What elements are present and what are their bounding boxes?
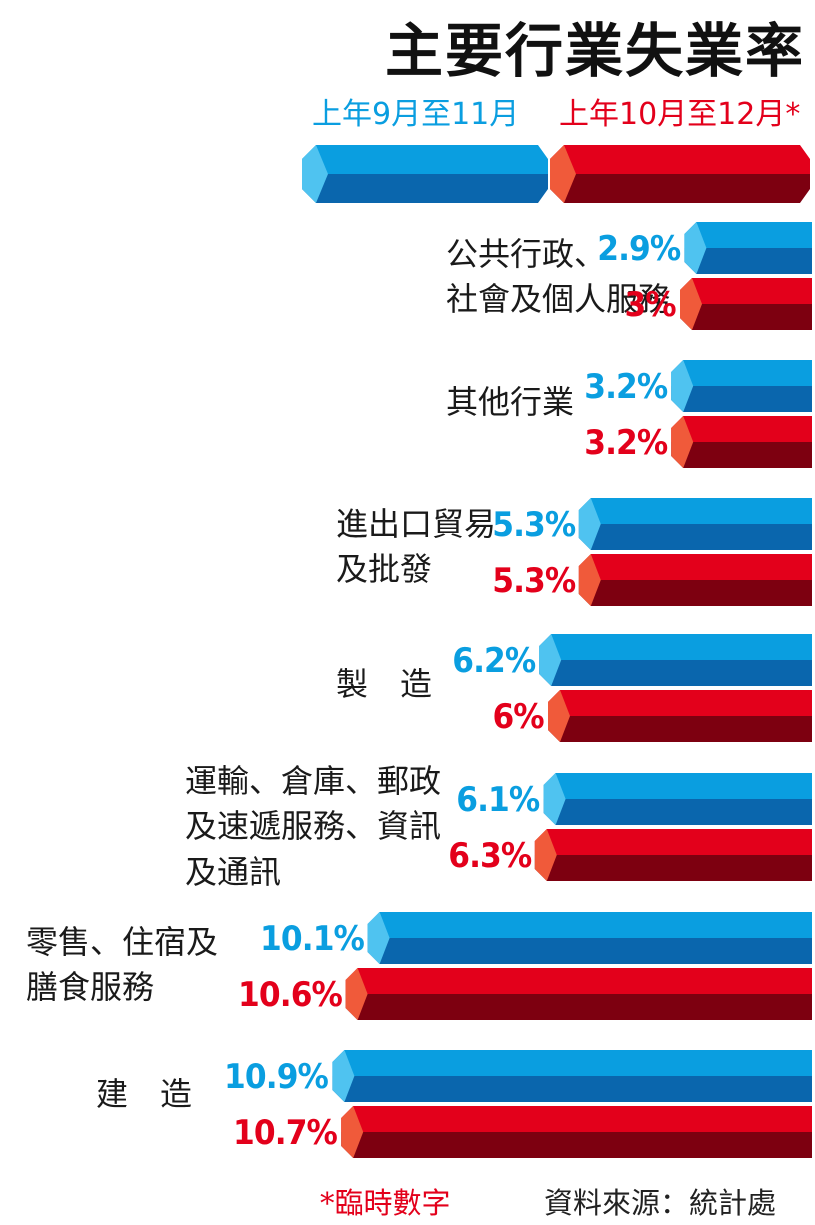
bar-series-2 [534, 829, 812, 881]
bar-series-2 [671, 416, 812, 468]
bar-series-2 [578, 554, 812, 606]
data-label-series-1: 6.1% [456, 780, 541, 820]
data-label-series-1: 6.2% [452, 641, 536, 681]
data-label-series-1: 2.9% [597, 229, 681, 269]
bar-series-1 [671, 360, 812, 412]
category-label: 零售、住宿及 膳食服務 [26, 923, 219, 1007]
bar-series-2 [341, 1106, 812, 1158]
data-label-series-2: 3% [624, 285, 677, 325]
legend-label-series-1: 上年9月至11月 [312, 97, 520, 132]
data-label-series-2: 3.2% [584, 423, 668, 463]
category-label: 進出口貿易 及批發 [336, 505, 497, 589]
bar-series-1 [332, 1050, 812, 1102]
category-label: 公共行政、 社會及個人服務 [446, 235, 671, 319]
category-label: 製 造 [336, 665, 433, 703]
bar-series-2 [680, 278, 812, 330]
bar-series-2 [548, 690, 812, 742]
data-label-series-2: 6.3% [447, 836, 532, 876]
chart-title: 主要行業失業率 [384, 17, 805, 85]
bar-series-1 [578, 498, 812, 550]
data-label-series-2: 5.3% [491, 561, 576, 601]
bar-series-1 [543, 773, 812, 825]
data-label-series-1: 3.2% [584, 367, 668, 407]
category-label: 其他行業 [446, 383, 575, 421]
bar-series-2 [345, 968, 812, 1020]
legend-swatch-series-1 [302, 145, 548, 203]
data-label-series-1: 5.3% [491, 505, 576, 545]
data-label-series-1: 10.9% [224, 1057, 329, 1097]
bar-series-1 [684, 222, 812, 274]
data-label-series-2: 10.6% [237, 975, 343, 1015]
bar-series-1 [539, 634, 812, 686]
bar-series-1 [367, 912, 812, 964]
data-label-series-1: 10.1% [259, 919, 365, 959]
legend-swatch-series-2 [550, 145, 810, 203]
footnote: *臨時數字 [320, 1186, 451, 1220]
category-label: 建 造 [96, 1075, 193, 1113]
data-label-series-2: 10.7% [233, 1113, 338, 1153]
data-label-series-2: 6% [492, 697, 545, 737]
category-label: 運輸、倉庫、郵政 及速遞服務、資訊 及通訊 [185, 762, 442, 891]
source-note: 資料來源：統計處 [544, 1186, 777, 1220]
legend-label-series-2: 上年10月至12月* [559, 97, 801, 132]
